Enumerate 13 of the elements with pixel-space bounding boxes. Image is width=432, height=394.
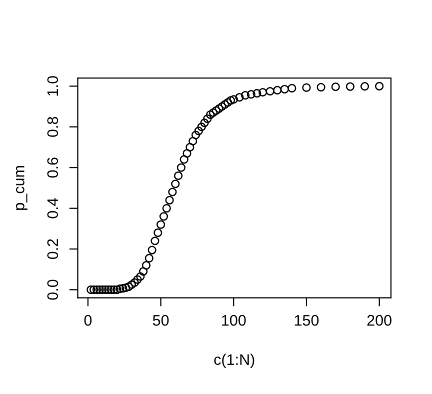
- y-tick-label: 0.6: [47, 158, 58, 178]
- x-tick-label: 0: [84, 314, 92, 326]
- y-tick-label: 0.4: [47, 198, 58, 218]
- x-tick-label: 150: [294, 314, 319, 326]
- y-tick-label: 0.2: [47, 239, 58, 260]
- y-tick-label: 0.8: [47, 116, 58, 137]
- y-tick-label: 1.0: [47, 76, 58, 96]
- x-tick-label: 200: [367, 314, 392, 326]
- y-tick-label: 0.0: [47, 280, 58, 300]
- x-tick-label: 50: [152, 314, 169, 326]
- x-tick-label: 100: [222, 314, 246, 326]
- x-axis-title: c(1:N): [214, 354, 254, 368]
- y-axis-title: p_cum: [16, 166, 28, 210]
